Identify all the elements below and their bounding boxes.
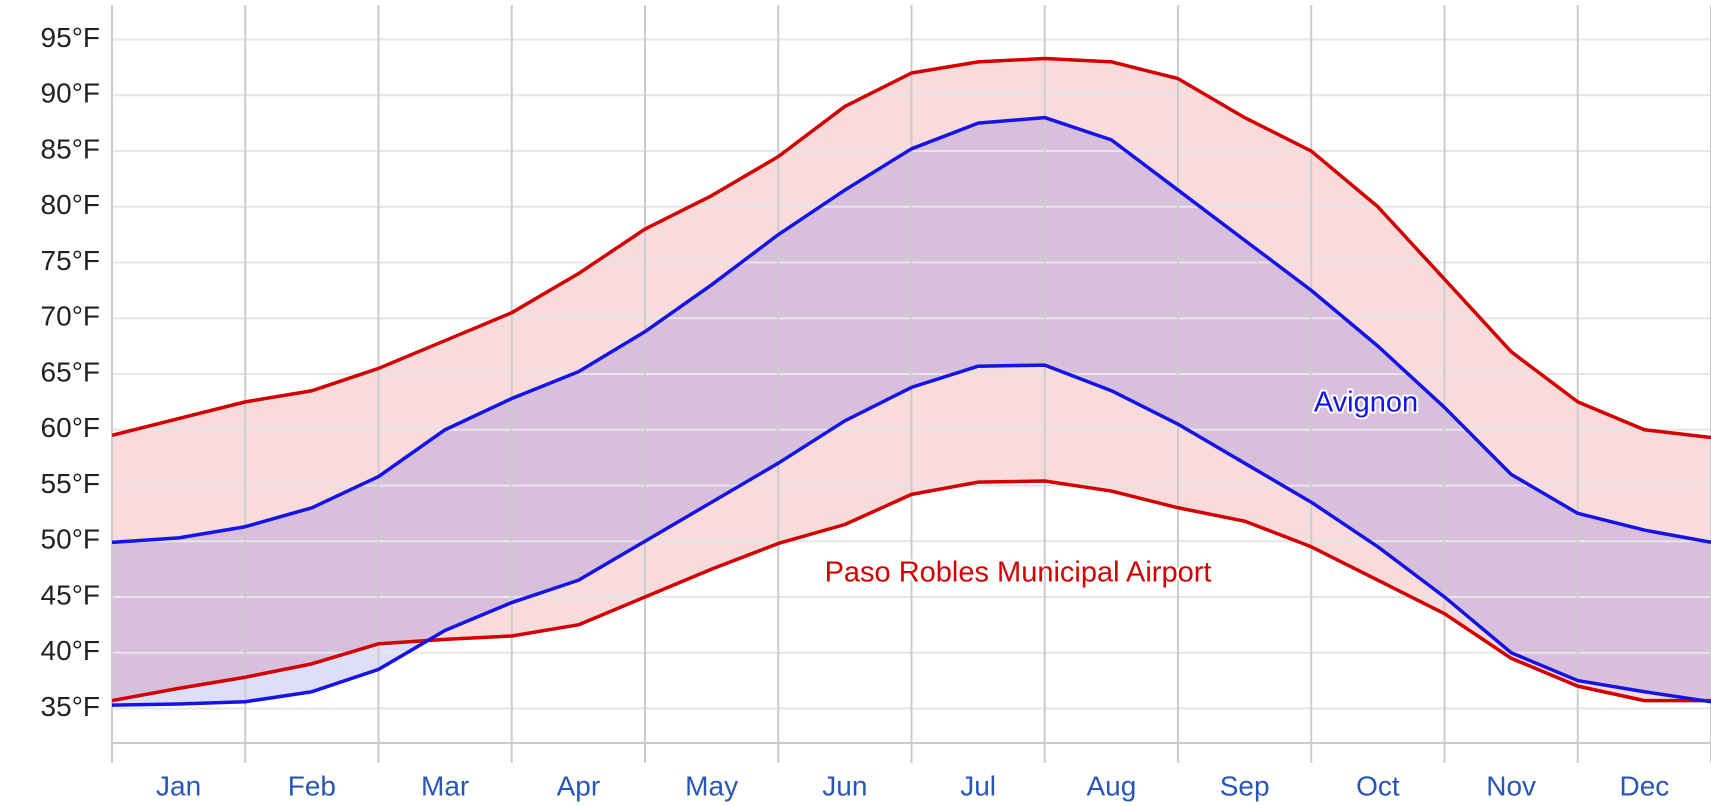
x-tick-label: Aug: [1086, 770, 1136, 801]
series-line: [111, 479, 1711, 703]
x-tick-label: Sep: [1220, 770, 1270, 801]
y-tick-label: 75°F: [41, 245, 100, 276]
y-tick-label: 90°F: [41, 78, 100, 109]
x-tick-label: Apr: [557, 770, 601, 801]
y-tick-label: 50°F: [41, 524, 100, 555]
x-tick-label: Jul: [960, 770, 996, 801]
x-tick-label: Jan: [156, 770, 201, 801]
y-tick-label: 85°F: [41, 133, 100, 164]
x-tick-label: Oct: [1356, 770, 1400, 801]
annotation: Avignon: [1314, 387, 1418, 419]
x-tick-label: Mar: [421, 770, 469, 801]
grid: [111, 5, 1711, 763]
x-tick-label: Dec: [1619, 770, 1669, 801]
y-tick-label: 80°F: [41, 189, 100, 220]
y-tick-label: 55°F: [41, 468, 100, 499]
series-line: [111, 115, 1711, 545]
lines: [111, 56, 1711, 707]
y-tick-label: 70°F: [41, 301, 100, 332]
x-tick-label: May: [685, 770, 738, 801]
x-tick-label: Feb: [288, 770, 336, 801]
y-tick-label: 60°F: [41, 412, 100, 443]
y-tick-label: 45°F: [41, 579, 100, 610]
y-tick-label: 40°F: [41, 635, 100, 666]
y-tick-label: 35°F: [41, 691, 100, 722]
series-line: [111, 363, 1711, 707]
y-tick-label: 65°F: [41, 356, 100, 387]
series-line: [111, 56, 1711, 440]
x-tick-label: Jun: [822, 770, 867, 801]
annotation: Paso Robles Municipal Airport: [825, 557, 1212, 589]
x-tick-label: Nov: [1486, 770, 1536, 801]
y-tick-label: 95°F: [41, 22, 100, 53]
